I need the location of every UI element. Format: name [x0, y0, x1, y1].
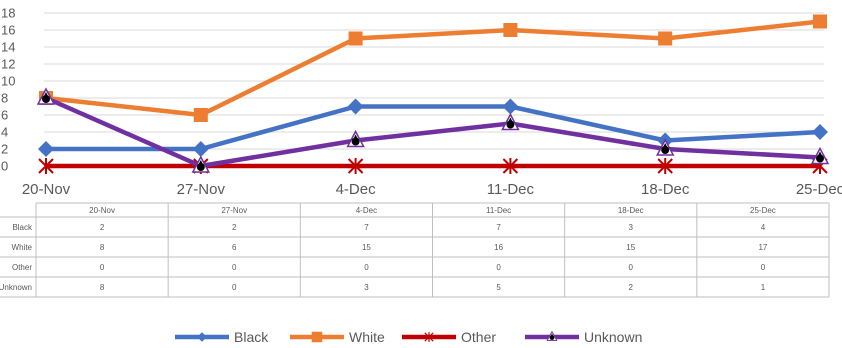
white-point-11-dec	[503, 23, 518, 37]
table-cell-unknown-4-dec: 3	[364, 283, 369, 292]
x-axis-ticks: 20-Nov 27-Nov 4-Dec 11-Dec 18-Dec 25-Dec	[22, 181, 842, 198]
table-cell-other-4-dec: 0	[364, 263, 369, 272]
table-header-20-nov: 20-Nov	[89, 206, 115, 215]
legend-item-white: White	[290, 329, 385, 345]
black-point-27-nov	[192, 141, 209, 157]
series-black	[38, 98, 828, 157]
table-cell-other-20-nov: 0	[100, 263, 105, 272]
table-cell-white-27-nov: 6	[232, 243, 237, 252]
white-point-4-dec	[348, 31, 363, 46]
table-cell-white-20-nov: 8	[100, 243, 105, 252]
table-row-label-black: Black	[12, 223, 33, 232]
table-row-label-white: White	[12, 243, 33, 252]
black-point-25-dec	[812, 124, 828, 140]
table-header-25-dec: 25-Dec	[750, 206, 776, 215]
legend-marker-white	[311, 331, 323, 343]
black-point-4-dec	[347, 98, 364, 115]
x-tick-label-11-dec: 11-Dec	[487, 181, 535, 198]
table-cell-black-20-nov: 2	[100, 223, 105, 232]
table-row-label-other: Other	[12, 263, 32, 272]
table-cell-unknown-18-dec: 2	[629, 283, 634, 292]
x-tick-label-20-nov: 20-Nov	[22, 181, 71, 198]
black-point-20-nov	[38, 141, 54, 157]
table-cell-other-25-dec: 0	[761, 263, 766, 272]
y-tick-label-0: 0	[1, 159, 8, 174]
table-header-27-nov: 27-Nov	[221, 206, 247, 215]
table-cell-other-27-nov: 0	[232, 263, 237, 272]
y-tick-label-4: 4	[1, 125, 8, 140]
other-point-11-dec	[502, 158, 519, 174]
table-header-4-dec: 4-Dec	[356, 206, 377, 215]
y-tick-label-16: 16	[1, 23, 15, 38]
legend-item-black: Black	[175, 329, 269, 345]
table-header-11-dec: 11-Dec	[486, 206, 511, 215]
unknown-point-18-dec	[655, 138, 675, 156]
table-cell-white-25-dec: 17	[758, 243, 767, 252]
legend-label-other: Other	[461, 329, 496, 345]
table-cell-black-18-dec: 3	[629, 223, 634, 232]
unknown-point-20-nov	[36, 87, 56, 105]
table-cell-white-11-dec: 16	[494, 243, 503, 252]
y-tick-label-18: 18	[1, 6, 15, 21]
table-cell-black-11-dec: 7	[496, 223, 501, 232]
white-line	[45, 19, 821, 118]
series-lines	[36, 14, 830, 174]
legend-item-unknown: Unknown	[525, 329, 642, 345]
table-cell-unknown-20-nov: 8	[100, 283, 105, 292]
white-point-18-dec	[658, 31, 673, 46]
legend-marker-unknown	[546, 330, 558, 342]
unknown-point-11-dec	[501, 112, 520, 131]
y-tick-label-10: 10	[1, 74, 15, 89]
y-tick-label-14: 14	[1, 40, 15, 55]
x-tick-label-4-dec: 4-Dec	[336, 181, 377, 198]
table-cell-other-18-dec: 0	[629, 263, 634, 272]
table-cell-unknown-25-dec: 1	[761, 283, 766, 292]
x-tick-label-18-dec: 18-Dec	[641, 181, 690, 198]
table-cell-white-18-dec: 15	[626, 243, 635, 252]
table-cell-unknown-27-nov: 0	[232, 283, 237, 292]
table-cell-white-4-dec: 15	[362, 243, 371, 252]
data-table: 20-Nov 27-Nov 4-Dec 11-Dec 18-Dec 25-Dec Black…	[0, 202, 830, 298]
table-cell-black-4-dec: 7	[364, 223, 369, 232]
series-other	[38, 158, 828, 174]
unknown-line	[45, 95, 821, 169]
y-tick-label-2: 2	[1, 142, 8, 157]
y-tick-label-8: 8	[1, 91, 8, 106]
legend-marker-black	[197, 332, 207, 342]
legend-label-black: Black	[234, 329, 269, 345]
other-point-4-dec	[347, 158, 364, 174]
unknown-point-27-nov	[191, 155, 211, 173]
y-tick-label-6: 6	[1, 108, 8, 123]
table-header-18-dec: 18-Dec	[618, 206, 644, 215]
x-tick-label-27-nov: 27-Nov	[177, 181, 226, 198]
other-point-18-dec	[657, 158, 673, 174]
legend-label-white: White	[349, 329, 385, 345]
unknown-point-4-dec	[346, 129, 365, 148]
table-cell-other-11-dec: 0	[496, 263, 501, 272]
unknown-point-25-dec	[810, 146, 830, 165]
legend: Black White Other Unknown	[175, 329, 642, 345]
table-row-label-unknown: Unknown	[0, 283, 32, 292]
table-cell-black-25-dec: 4	[761, 223, 766, 232]
legend-marker-other	[424, 332, 434, 342]
table-cell-unknown-11-dec: 5	[496, 283, 501, 292]
series-unknown	[36, 87, 830, 173]
other-point-20-nov	[38, 158, 54, 174]
x-tick-label-25-dec: 25-Dec	[796, 181, 842, 198]
white-point-25-dec	[813, 14, 827, 29]
black-point-11-dec	[502, 98, 519, 115]
legend-item-other: Other	[402, 329, 496, 345]
white-point-27-nov	[193, 108, 208, 122]
black-line	[46, 104, 821, 152]
y-tick-label-12: 12	[1, 57, 15, 72]
legend-label-unknown: Unknown	[584, 329, 642, 345]
y-axis-ticks: 0 2 4 6 8 10 12 14 16 18	[1, 6, 15, 174]
table-cell-black-27-nov: 2	[232, 223, 237, 232]
